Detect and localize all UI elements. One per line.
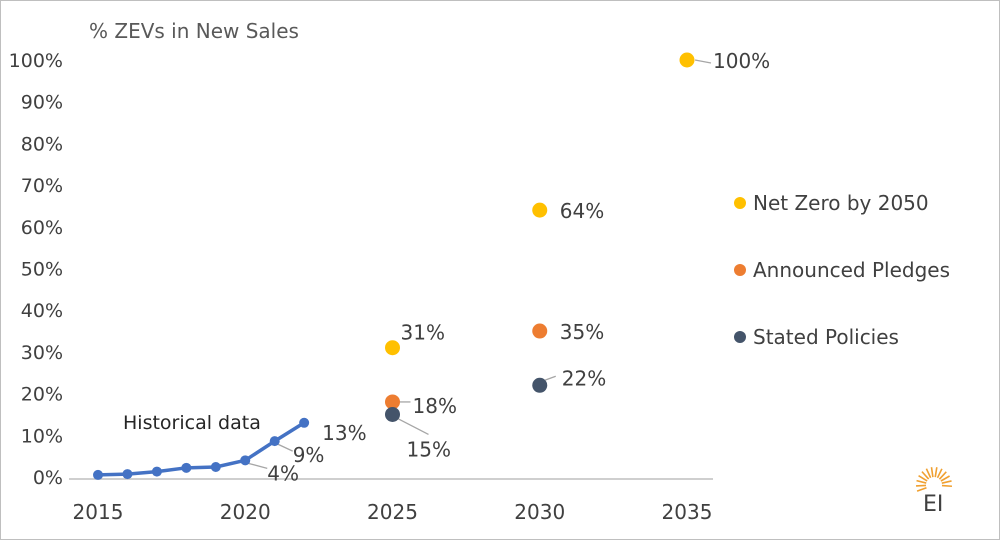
legend-item: Net Zero by 2050	[734, 191, 929, 215]
ei-logo: EI	[915, 467, 953, 517]
sun-ray	[915, 484, 927, 487]
historical-point	[299, 417, 310, 428]
sun-ray	[916, 486, 927, 492]
legend-label: Stated Policies	[753, 325, 899, 349]
data-label: 100%	[713, 49, 770, 73]
x-tick-label: 2025	[367, 500, 418, 524]
historical-point	[210, 461, 221, 472]
sun-rays-icon	[915, 467, 953, 492]
y-tick-label: 30%	[21, 342, 63, 364]
leader-line	[248, 462, 268, 469]
sun-ray	[940, 475, 950, 482]
data-labels: 4%9%13% 31% 64% 100% 18% 35% 15% 22%	[267, 49, 770, 485]
historical-point	[122, 469, 133, 480]
legend-item: Announced Pledges	[734, 258, 950, 282]
x-tick-label: 2035	[662, 500, 713, 524]
legend-marker	[734, 331, 746, 343]
data-label: 18%	[413, 394, 457, 418]
legend: Net Zero by 2050 Announced Pledges Stated …	[734, 191, 950, 349]
leader-line	[694, 59, 712, 64]
scenario-point	[679, 52, 695, 68]
data-label: 31%	[401, 321, 445, 345]
scenario-point	[385, 406, 400, 422]
scenario-point	[532, 377, 548, 393]
historical-series	[93, 417, 310, 480]
data-label: 15%	[407, 437, 451, 461]
data-label: 64%	[560, 199, 604, 223]
data-label: 13%	[322, 421, 366, 445]
data-label: 4%	[267, 461, 299, 485]
data-label: 9%	[293, 443, 325, 467]
y-tick-label: 20%	[21, 384, 63, 406]
y-tick-label: 60%	[21, 217, 63, 239]
x-axis-ticks: 2015 2020 2025 2030 2035	[73, 500, 713, 524]
leader-lines	[248, 59, 712, 469]
sun-ray	[936, 468, 943, 479]
y-tick-label: 90%	[21, 92, 63, 114]
historical-point	[269, 436, 280, 447]
y-tick-label: 100%	[9, 50, 63, 72]
legend-marker	[734, 264, 746, 276]
sun-ray	[921, 471, 930, 480]
legend-label: Announced Pledges	[753, 258, 950, 282]
y-tick-label: 40%	[21, 300, 63, 322]
sun-ray	[918, 475, 928, 482]
sun-ray	[941, 480, 952, 484]
x-tick-label: 2030	[514, 500, 565, 524]
historical-point	[181, 462, 192, 473]
y-axis-ticks: 0% 10% 20% 30% 40% 50% 60% 70% 80% 90% 100%	[9, 50, 63, 489]
data-label: 22%	[562, 366, 606, 390]
scenario-point	[385, 340, 400, 356]
sun-ray	[925, 468, 932, 479]
leader-line	[397, 417, 429, 436]
logo-text: EI	[923, 492, 943, 517]
legend-marker	[734, 197, 746, 209]
historical-data-annotation: Historical data	[123, 412, 261, 434]
leader-line	[277, 443, 293, 452]
sun-ray	[930, 467, 934, 478]
scenario-point	[532, 323, 548, 339]
y-tick-label: 0%	[33, 467, 63, 489]
scenario-point	[385, 394, 400, 410]
sun-ray	[938, 471, 947, 480]
x-tick-label: 2020	[220, 500, 271, 524]
y-tick-label: 10%	[21, 425, 63, 447]
scenario-series	[385, 52, 695, 422]
historical-point	[151, 466, 162, 477]
sun-ray	[916, 479, 927, 484]
historical-point	[93, 469, 103, 480]
legend-item: Stated Policies	[734, 325, 899, 349]
sun-ray	[934, 467, 938, 478]
legend-label: Net Zero by 2050	[753, 191, 929, 215]
leader-line	[544, 375, 556, 381]
chart-title: % ZEVs in New Sales	[89, 19, 299, 43]
y-tick-label: 80%	[21, 133, 63, 155]
historical-point	[240, 455, 251, 466]
x-tick-label: 2015	[73, 500, 124, 524]
y-tick-label: 50%	[21, 259, 63, 281]
sun-ray	[941, 484, 953, 488]
y-tick-label: 70%	[21, 175, 63, 197]
scenario-point	[532, 202, 548, 218]
data-label: 35%	[560, 320, 604, 344]
